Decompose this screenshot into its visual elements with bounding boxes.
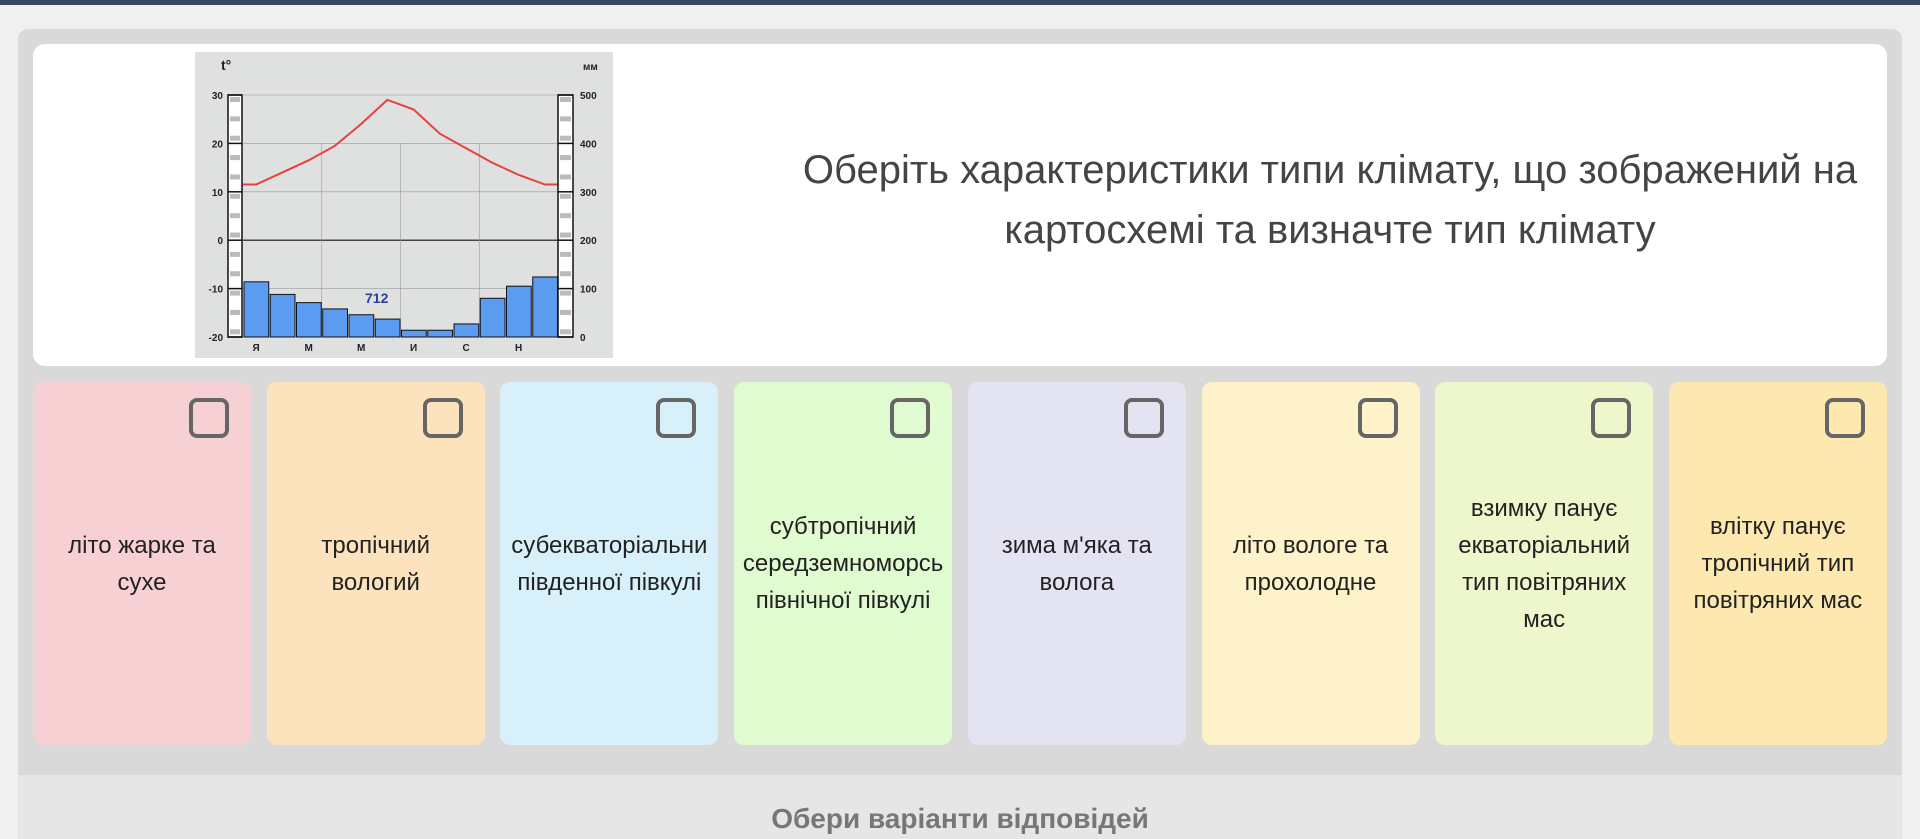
precipitation-tick-label: 200 bbox=[580, 236, 597, 247]
axis-scale-stripe bbox=[560, 271, 571, 277]
axis-scale-stripe bbox=[560, 251, 571, 257]
axis-scale-stripe bbox=[230, 135, 240, 141]
month-label: Н bbox=[515, 343, 522, 354]
axis-scale-stripe bbox=[560, 135, 571, 141]
option-card[interactable]: зима м'яка та волога bbox=[967, 382, 1186, 745]
precipitation-bar bbox=[453, 323, 480, 338]
axis-scale-stripe bbox=[230, 174, 240, 180]
precipitation-bar bbox=[296, 302, 322, 338]
precipitation-bar bbox=[374, 318, 401, 338]
axis-scale-stripe bbox=[230, 251, 240, 257]
total-precipitation: 712 bbox=[365, 290, 389, 306]
axis-scale-stripe bbox=[560, 329, 571, 335]
axis-scale-stripe bbox=[230, 290, 240, 296]
temperature-tick-label: -20 bbox=[209, 333, 224, 344]
temperature-tick-label: 30 bbox=[212, 91, 224, 102]
option-label: влітку панує тропічний тип повітряних ма… bbox=[1693, 513, 1863, 614]
option-checkbox[interactable] bbox=[189, 398, 229, 438]
option-card[interactable]: взимку панує екваторіальний тип повітрян… bbox=[1435, 382, 1654, 745]
axis-scale-stripe bbox=[560, 309, 571, 315]
precipitation-bar bbox=[427, 329, 453, 338]
option-label: літо жарке та сухе bbox=[68, 531, 216, 596]
option-checkbox[interactable] bbox=[1123, 398, 1164, 438]
option-card[interactable]: літо вологе та прохолодне bbox=[1201, 382, 1420, 745]
axis-scale-stripe bbox=[560, 116, 571, 122]
month-label: С bbox=[463, 343, 470, 354]
option-checkbox[interactable] bbox=[890, 398, 931, 438]
temperature-axis-label: t° bbox=[221, 57, 231, 73]
option-card[interactable]: тропічний вологий bbox=[266, 382, 485, 745]
axis-scale-stripe bbox=[230, 309, 240, 315]
option-checkbox[interactable] bbox=[1357, 398, 1398, 438]
footer-instruction: Обери варіанти відповідей bbox=[771, 803, 1149, 834]
option-checkbox[interactable] bbox=[1591, 398, 1632, 438]
axis-scale-stripe bbox=[560, 155, 571, 161]
option-label: субтропічний середземноморсь північної п… bbox=[742, 513, 944, 614]
option-label: зима м'яка та волога bbox=[1001, 531, 1152, 596]
precipitation-tick-label: 100 bbox=[580, 285, 597, 296]
option-label: літо вологе та прохолодне bbox=[1232, 531, 1389, 596]
top-bar bbox=[0, 0, 1920, 5]
option-label: тропічний вологий bbox=[321, 531, 430, 596]
precipitation-bar bbox=[506, 285, 532, 338]
temperature-tick-label: 10 bbox=[212, 188, 224, 199]
axis-scale-stripe bbox=[230, 97, 240, 102]
temperature-tick-label: -10 bbox=[209, 285, 224, 296]
precipitation-tick-label: 500 bbox=[580, 91, 597, 102]
option-card[interactable]: влітку панує тропічний тип повітряних ма… bbox=[1668, 382, 1887, 745]
precipitation-bar bbox=[479, 297, 506, 338]
option-checkbox[interactable] bbox=[422, 398, 463, 438]
axis-scale-stripe bbox=[560, 174, 571, 180]
option-card[interactable]: субтропічний середземноморсь північної п… bbox=[734, 382, 953, 745]
option-label: взимку панує екваторіальний тип повітрян… bbox=[1458, 494, 1631, 633]
axis-scale-stripe bbox=[560, 213, 571, 219]
temperature-tick-label: 20 bbox=[212, 139, 224, 150]
option-card[interactable]: субекваторіальни південної півкулі bbox=[500, 382, 719, 745]
precipitation-bar bbox=[269, 293, 296, 338]
axis-scale-stripe bbox=[230, 329, 240, 335]
precipitation-bar bbox=[532, 276, 558, 338]
option-checkbox[interactable] bbox=[1824, 398, 1865, 438]
axis-scale-stripe bbox=[230, 271, 240, 277]
axis-scale-stripe bbox=[230, 232, 240, 238]
precipitation-tick-label: 300 bbox=[580, 188, 597, 199]
option-card[interactable]: літо жарке та сухе bbox=[33, 382, 251, 745]
precipitation-axis-label: мм bbox=[583, 62, 598, 73]
option-checkbox[interactable] bbox=[656, 398, 697, 438]
option-label: субекваторіальни південної півкулі bbox=[511, 531, 708, 596]
temperature-line bbox=[243, 98, 558, 186]
footer-bar: Обери варіанти відповідей bbox=[18, 775, 1902, 839]
month-label: Я bbox=[253, 343, 260, 354]
axis-scale-stripe bbox=[230, 155, 240, 161]
precipitation-tick-label: 400 bbox=[580, 139, 597, 150]
precipitation-bar bbox=[322, 308, 348, 338]
precipitation-bar bbox=[243, 281, 270, 338]
axis-scale-stripe bbox=[560, 290, 571, 296]
precipitation-tick-label: 0 bbox=[580, 333, 586, 344]
axis-scale-stripe bbox=[230, 116, 240, 122]
month-label: М bbox=[304, 343, 312, 354]
axis-scale-stripe bbox=[230, 213, 240, 219]
precipitation-bar bbox=[401, 329, 427, 338]
axis-scale-stripe bbox=[230, 193, 240, 199]
precipitation-bar bbox=[348, 314, 375, 338]
axis-scale-stripe bbox=[560, 232, 571, 238]
axis-scale-stripe bbox=[560, 97, 571, 102]
question-text: Оберіть характеристики типи клімату, що … bbox=[802, 148, 1858, 252]
temperature-tick-label: 0 bbox=[217, 236, 223, 247]
month-label: М bbox=[357, 343, 365, 354]
axis-scale-stripe bbox=[560, 193, 571, 199]
month-label: И bbox=[410, 343, 417, 354]
